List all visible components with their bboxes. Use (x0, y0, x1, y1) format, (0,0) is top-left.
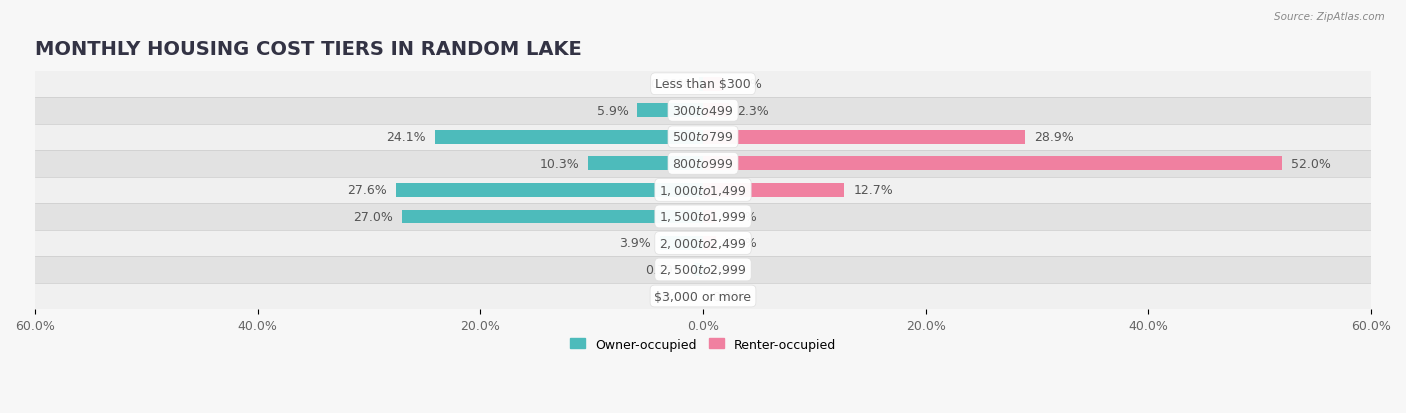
Text: $500 to $799: $500 to $799 (672, 131, 734, 144)
Bar (35, 124, 1371, 151)
Text: 0.0%: 0.0% (662, 290, 695, 303)
Text: MONTHLY HOUSING COST TIERS IN RANDOM LAKE: MONTHLY HOUSING COST TIERS IN RANDOM LAK… (35, 40, 582, 59)
Text: $800 to $999: $800 to $999 (672, 157, 734, 171)
Text: 28.9%: 28.9% (1033, 131, 1073, 144)
Bar (703, 157, 1282, 171)
Text: 10.3%: 10.3% (540, 157, 579, 171)
Text: 1.2%: 1.2% (725, 237, 756, 250)
Text: $2,500 to $2,999: $2,500 to $2,999 (659, 263, 747, 277)
Bar (35, 151, 1371, 177)
Bar (703, 210, 717, 224)
Bar (699, 78, 703, 91)
Text: 1.2%: 1.2% (725, 210, 756, 223)
Text: Less than $300: Less than $300 (655, 78, 751, 91)
Bar (588, 157, 703, 171)
Bar (35, 204, 1371, 230)
Text: 52.0%: 52.0% (1291, 157, 1330, 171)
Bar (703, 131, 1025, 145)
Bar (637, 104, 703, 118)
Text: Source: ZipAtlas.com: Source: ZipAtlas.com (1274, 12, 1385, 22)
Text: $2,000 to $2,499: $2,000 to $2,499 (659, 236, 747, 250)
Bar (703, 183, 845, 197)
Text: 12.7%: 12.7% (853, 184, 893, 197)
Text: 0.0%: 0.0% (711, 263, 744, 276)
Text: 27.6%: 27.6% (347, 184, 387, 197)
Text: 24.1%: 24.1% (387, 131, 426, 144)
Bar (395, 183, 703, 197)
Bar (35, 71, 1371, 98)
Text: 27.0%: 27.0% (353, 210, 394, 223)
Bar (35, 283, 1371, 309)
Text: $1,500 to $1,999: $1,500 to $1,999 (659, 210, 747, 224)
Bar (703, 104, 728, 118)
Bar (35, 177, 1371, 204)
Text: 0.0%: 0.0% (711, 290, 744, 303)
Bar (659, 237, 703, 250)
Text: 0.39%: 0.39% (650, 78, 690, 91)
Bar (434, 131, 703, 145)
Bar (35, 98, 1371, 124)
Bar (35, 230, 1371, 256)
Text: 5.9%: 5.9% (596, 104, 628, 118)
Text: 2.3%: 2.3% (738, 104, 769, 118)
Text: $300 to $499: $300 to $499 (672, 104, 734, 118)
Text: 3.9%: 3.9% (619, 237, 651, 250)
Legend: Owner-occupied, Renter-occupied: Owner-occupied, Renter-occupied (565, 333, 841, 356)
Text: 0.79%: 0.79% (645, 263, 685, 276)
Text: 1.7%: 1.7% (731, 78, 762, 91)
Text: $1,000 to $1,499: $1,000 to $1,499 (659, 183, 747, 197)
Bar (703, 78, 721, 91)
Bar (35, 256, 1371, 283)
Text: $3,000 or more: $3,000 or more (655, 290, 751, 303)
Bar (695, 263, 703, 277)
Bar (703, 237, 717, 250)
Bar (402, 210, 703, 224)
